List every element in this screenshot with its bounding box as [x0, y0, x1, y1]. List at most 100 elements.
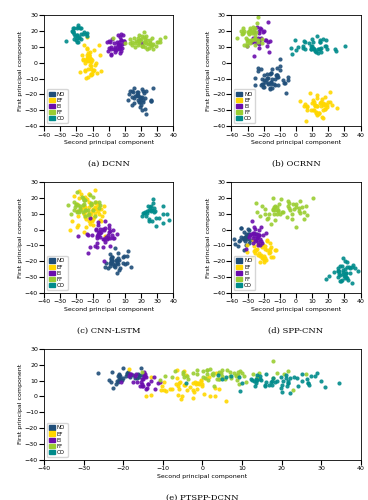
FF	[142, 38, 148, 46]
EF	[329, 101, 335, 109]
FF	[129, 38, 135, 46]
FF	[286, 204, 292, 212]
FF	[237, 380, 243, 388]
NO	[275, 81, 281, 89]
FF	[228, 374, 234, 382]
FF	[211, 382, 217, 390]
FF	[268, 220, 273, 228]
FF	[88, 200, 94, 208]
NO	[267, 70, 273, 78]
NO	[139, 93, 145, 101]
FF	[162, 34, 168, 42]
EI	[118, 30, 124, 38]
NO	[114, 376, 120, 384]
EF	[327, 88, 333, 96]
FF	[297, 198, 303, 205]
NO	[103, 259, 109, 267]
EF	[314, 91, 320, 99]
NO	[131, 94, 137, 102]
CO	[263, 370, 269, 378]
FF	[155, 38, 161, 46]
CO	[146, 216, 152, 224]
FF	[240, 368, 245, 376]
EF	[193, 380, 199, 388]
NO	[115, 254, 121, 262]
FF	[141, 38, 147, 46]
NO	[140, 96, 146, 104]
CO	[285, 380, 291, 388]
EF	[178, 394, 184, 402]
CO	[347, 269, 353, 277]
EF	[308, 88, 314, 96]
NO	[269, 75, 275, 83]
CO	[268, 378, 274, 386]
NO	[137, 98, 142, 106]
EF	[167, 386, 173, 394]
EI	[134, 378, 139, 386]
NO	[130, 371, 136, 379]
NO	[246, 230, 252, 238]
EF	[273, 246, 279, 254]
EF	[268, 248, 273, 256]
CO	[278, 374, 284, 382]
CO	[71, 24, 77, 32]
EF	[194, 378, 200, 386]
CO	[269, 377, 275, 385]
FF	[235, 371, 241, 379]
FF	[244, 42, 250, 50]
EF	[264, 236, 270, 244]
FF	[234, 34, 240, 42]
EF	[86, 56, 92, 64]
CO	[306, 38, 312, 46]
EI	[105, 234, 111, 242]
EF	[96, 41, 102, 49]
CO	[149, 206, 155, 214]
EI	[104, 235, 110, 243]
EI	[258, 222, 264, 230]
NO	[113, 256, 119, 264]
NO	[116, 371, 122, 379]
FF	[139, 32, 145, 40]
FF	[251, 35, 256, 43]
CO	[248, 375, 254, 383]
CO	[251, 378, 257, 386]
FF	[272, 216, 278, 224]
EF	[88, 220, 93, 228]
EI	[133, 370, 139, 378]
EI	[114, 38, 120, 46]
EF	[89, 200, 95, 208]
FF	[264, 215, 270, 223]
EI	[250, 239, 256, 247]
NO	[113, 380, 119, 388]
FF	[85, 206, 91, 214]
EI	[95, 231, 101, 239]
CO	[262, 380, 268, 388]
EF	[272, 246, 278, 254]
CO	[148, 202, 154, 210]
NO	[237, 236, 243, 244]
EF	[191, 388, 197, 396]
NO	[264, 70, 270, 78]
NO	[270, 80, 276, 88]
CO	[263, 378, 269, 386]
EI	[258, 238, 264, 246]
FF	[127, 35, 133, 43]
NO	[105, 264, 111, 272]
NO	[246, 240, 252, 248]
EI	[96, 229, 102, 237]
NO	[265, 78, 270, 86]
NO	[142, 105, 148, 113]
FF	[144, 36, 150, 44]
EI	[115, 31, 121, 39]
FF	[252, 34, 258, 42]
FF	[142, 38, 148, 46]
EF	[317, 99, 323, 107]
NO	[131, 84, 137, 92]
FF	[199, 368, 205, 376]
EI	[121, 37, 127, 45]
X-axis label: Second principal component: Second principal component	[64, 307, 154, 312]
FF	[110, 34, 116, 42]
NO	[116, 266, 122, 274]
EF	[82, 213, 88, 221]
CO	[144, 207, 150, 215]
